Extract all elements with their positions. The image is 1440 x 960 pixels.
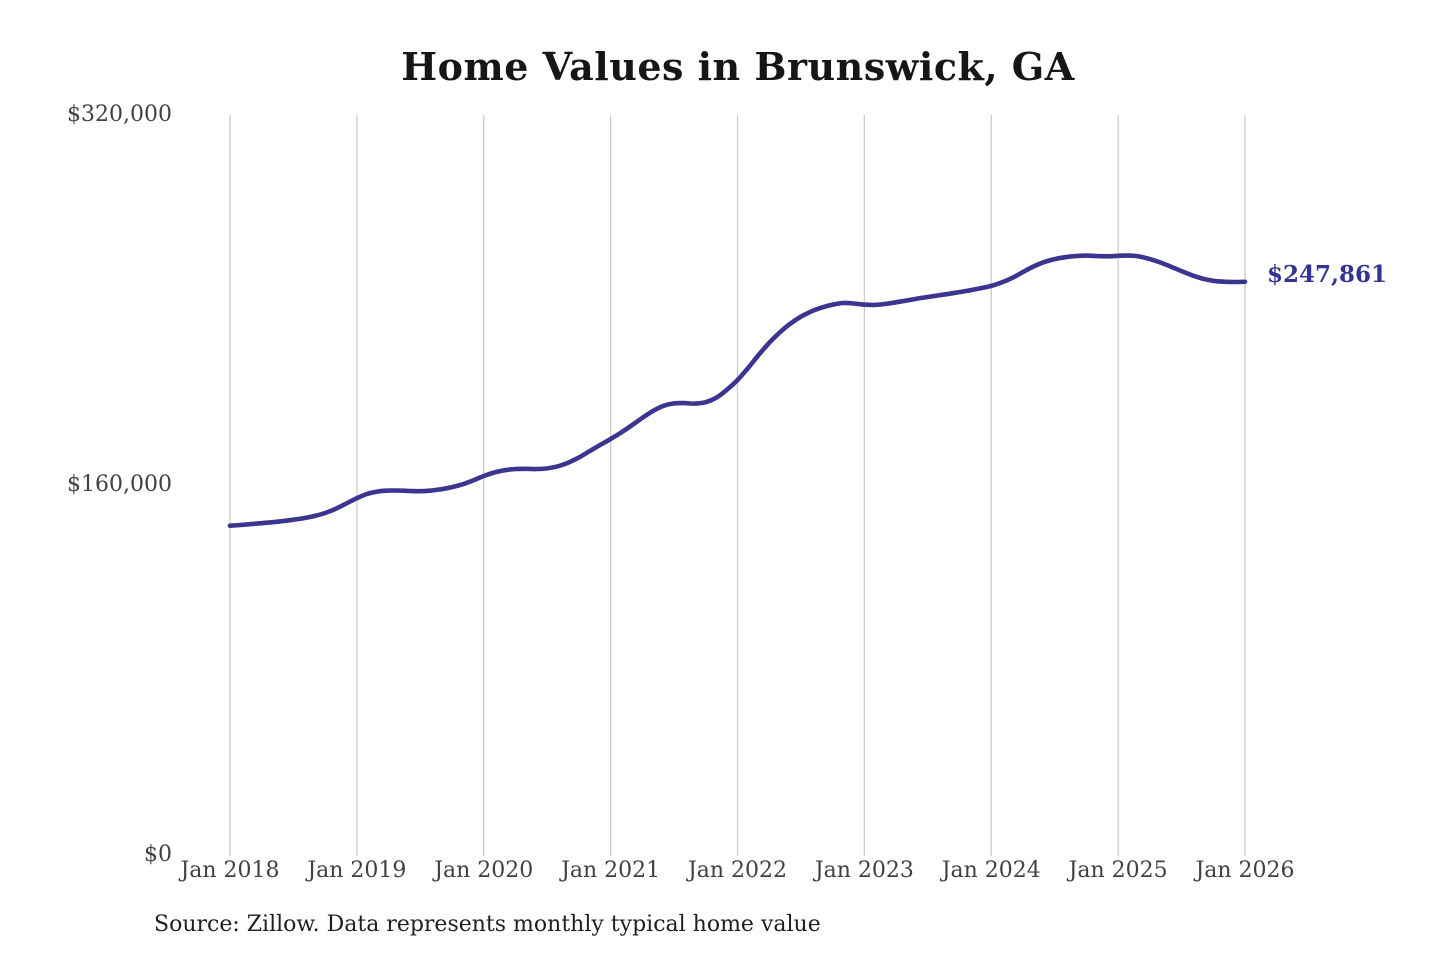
x-tick-label: Jan 2020: [434, 858, 534, 883]
x-tick-label: Jan 2025: [1068, 858, 1168, 883]
x-tick-label: Jan 2022: [687, 858, 788, 883]
x-tick-label: Jan 2026: [1195, 858, 1295, 883]
x-tick-label: Jan 2023: [814, 858, 914, 883]
x-tick-label: Jan 2018: [180, 858, 280, 883]
x-tick-label: Jan 2019: [307, 858, 407, 883]
x-tick-label: Jan 2024: [941, 858, 1041, 883]
x-tick-label: Jan 2021: [561, 858, 661, 883]
home-value-line: [227, 253, 1248, 528]
y-tick-label: $320,000: [67, 102, 172, 127]
end-value-label: $247,861: [1267, 260, 1388, 288]
chart-title: Home Values in Brunswick, GA: [401, 44, 1075, 89]
y-tick-label: $160,000: [67, 472, 172, 497]
y-tick-label: $0: [144, 842, 172, 867]
source-note: Source: Zillow. Data represents monthly …: [154, 912, 821, 937]
